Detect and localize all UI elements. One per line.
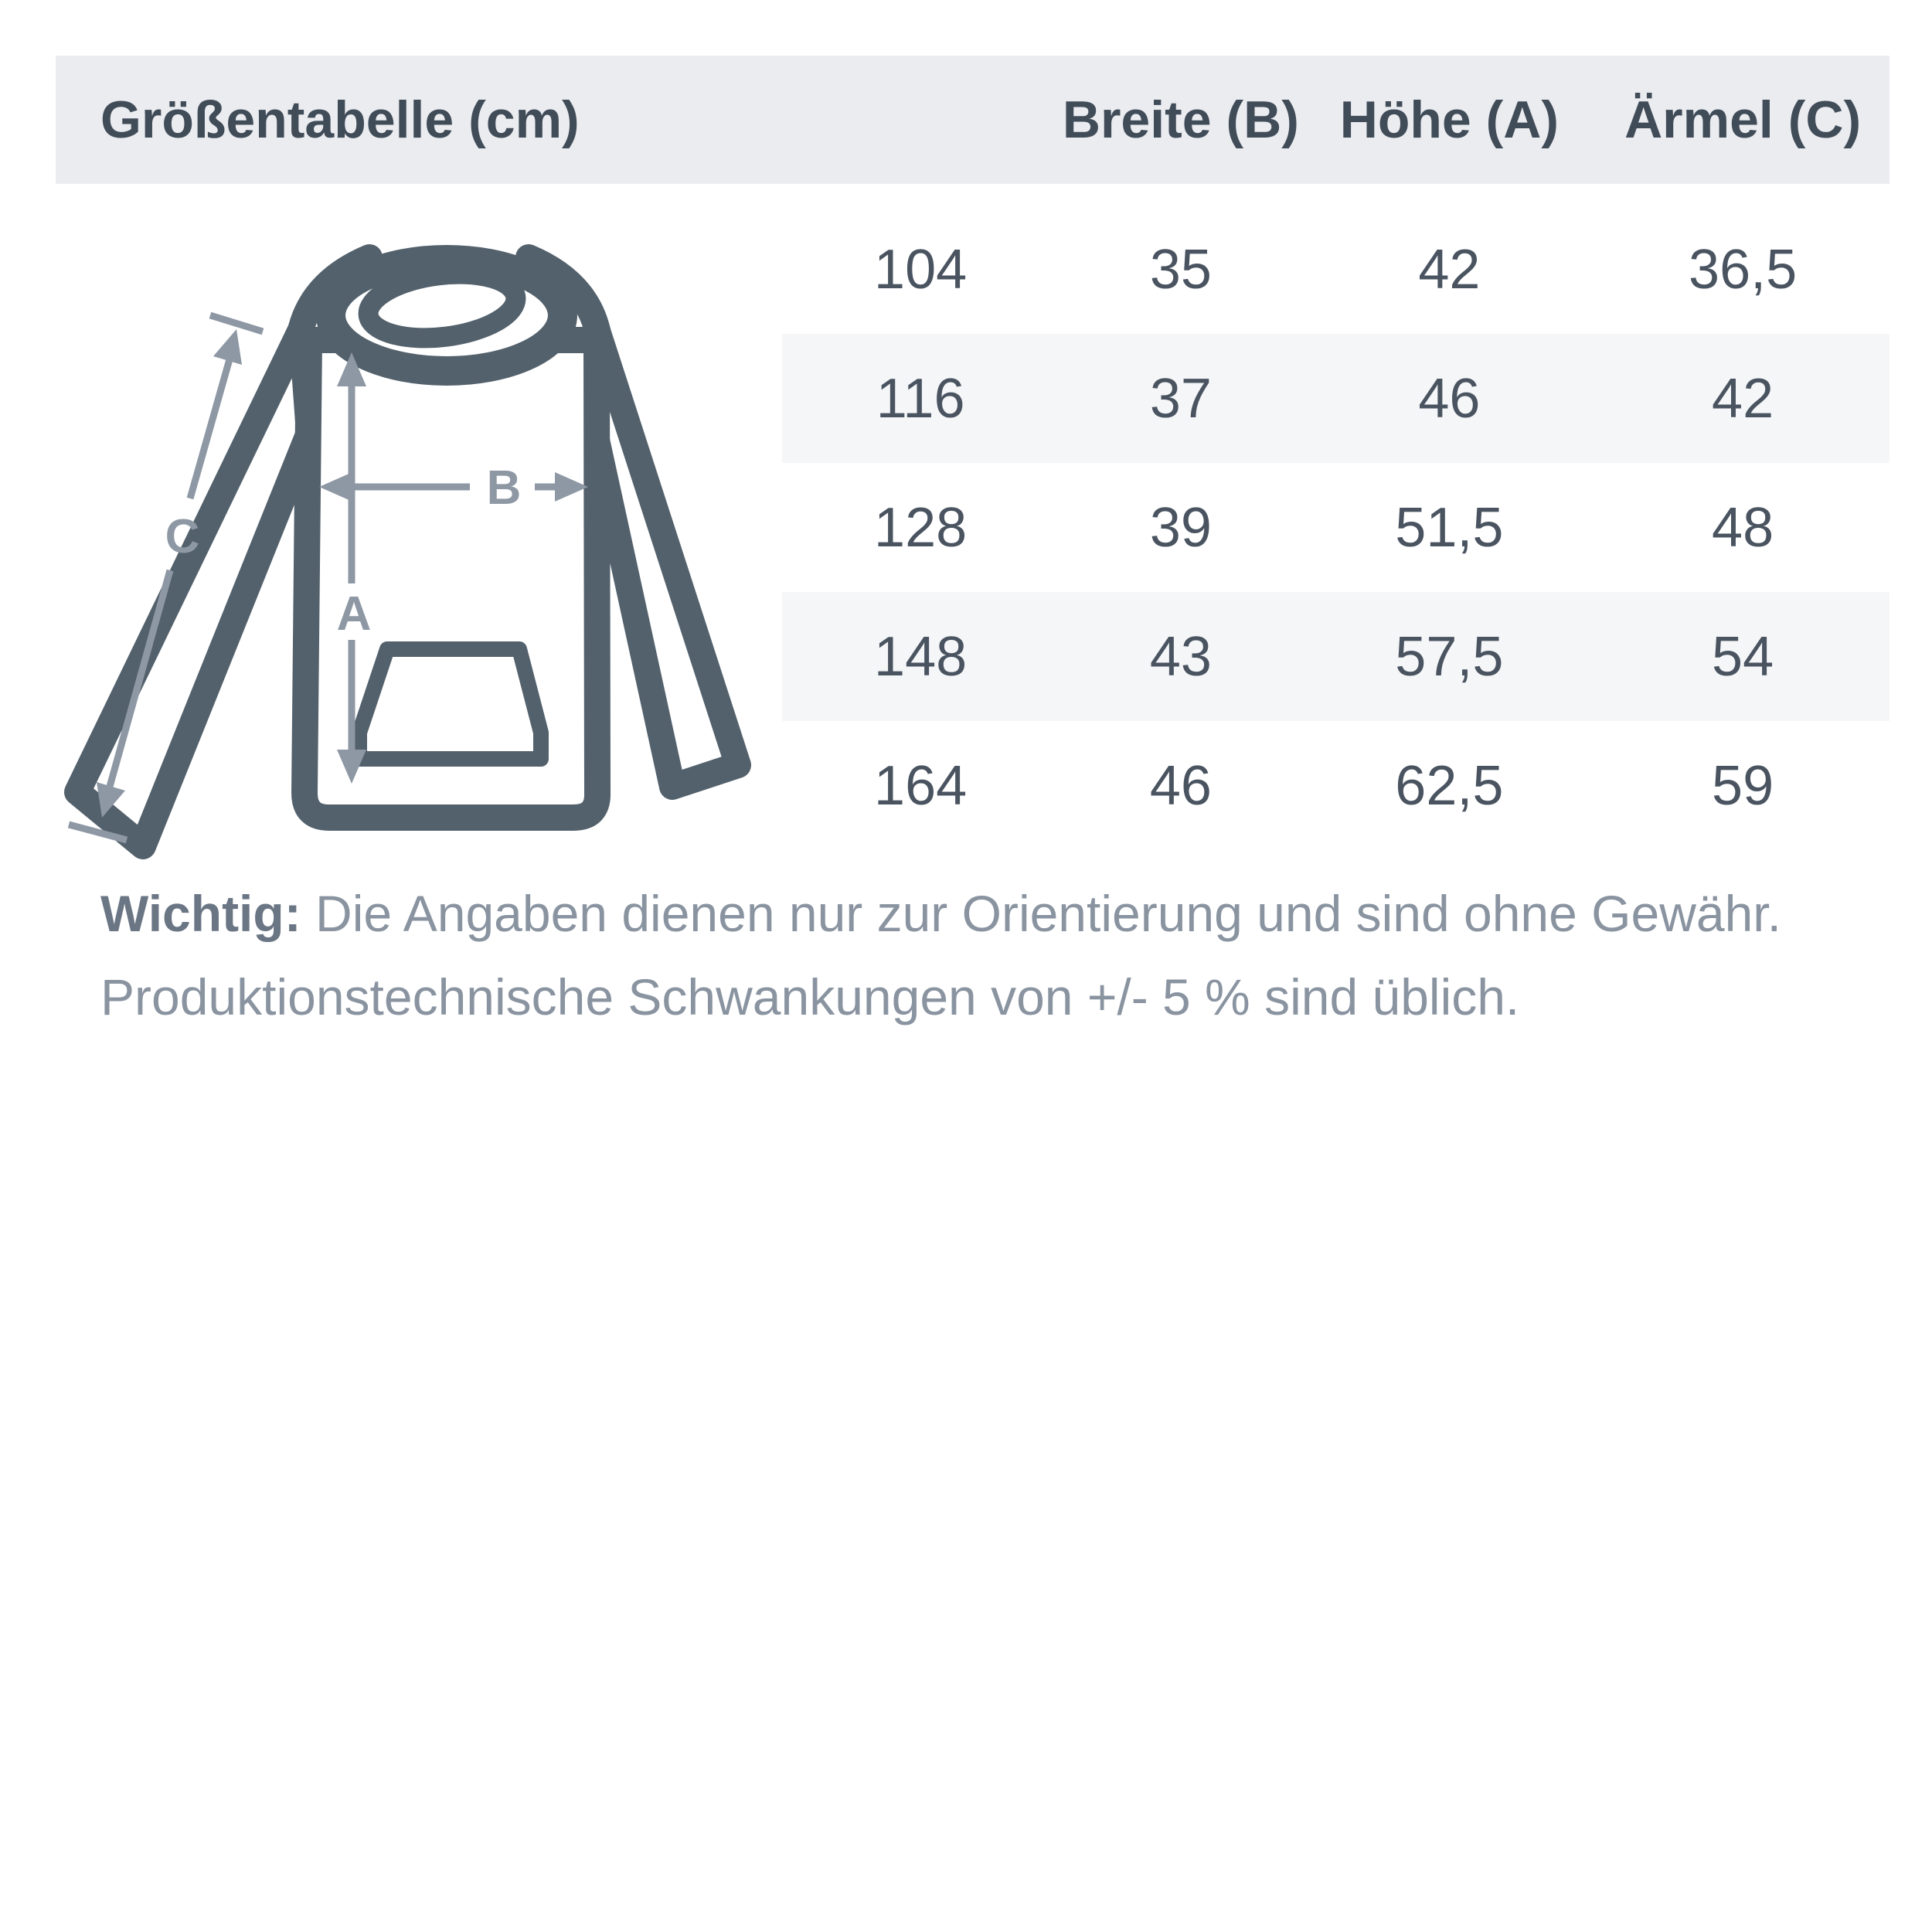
right-shoulder-seam [515,244,611,347]
page-title: Größentabelle (cm) [100,90,580,149]
hoehe-cell: 46 [1418,367,1481,430]
note-line-2: Produktionstechnische Schwankungen von +… [100,968,1520,1026]
hoehe-cell: 51,5 [1395,496,1504,559]
hood-collar-ring [358,264,526,349]
measure-arrow-c [67,311,264,844]
size-cell: 104 [874,238,968,301]
hoehe-cell: 57,5 [1395,625,1504,688]
header-spacer [782,56,1059,184]
size-cell: 148 [874,625,968,688]
size-cell: 128 [874,496,968,559]
hoehe-cell: 62,5 [1395,754,1504,817]
measure-label-b: B [487,461,522,515]
breite-cell: 46 [1149,754,1212,817]
note-line-1: Wichtig: Die Angaben dienen nur zur Orie… [100,872,1893,955]
pocket-outline [352,641,549,767]
breite-cell: 35 [1149,238,1212,301]
aermel-cell: 36,5 [1689,238,1798,301]
right-sleeve-outline [582,315,751,800]
left-shoulder-seam [287,244,383,347]
note-label: Wichtig: [100,885,301,942]
aermel-cell: 42 [1712,367,1774,430]
aermel-cell: 59 [1712,754,1774,817]
aermel-cell: 48 [1712,496,1774,559]
column-header-hoehe: Höhe (A) [1339,90,1560,149]
row-stripe [782,592,1889,721]
column-header-breite: Breite (B) [1062,90,1299,149]
row-stripe [782,334,1889,463]
size-cell: 164 [874,754,968,817]
table-row: 104 35 42 36,5 [56,205,1889,334]
table-row: 164 46 62,5 59 [56,721,1889,850]
size-cell: 116 [876,367,965,430]
table-row: 148 43 57,5 54 [56,592,1889,721]
measure-arrow-b [319,472,588,502]
table-row: 128 39 51,5 48 [56,463,1889,592]
hoehe-cell: 42 [1418,238,1481,301]
note-line-1-text: Die Angaben dienen nur zur Orientierung … [301,885,1781,942]
breite-cell: 43 [1149,625,1212,688]
aermel-cell: 54 [1712,625,1774,688]
table-row: 116 37 46 42 [56,334,1889,463]
measure-label-a: A [337,587,372,641]
hoodie-diagram: A B C [64,244,751,859]
breite-cell: 37 [1149,367,1212,430]
size-table-body: 104 35 42 36,5 116 37 46 42 128 39 51,5 … [56,205,1889,850]
column-header-aermel: Ärmel (C) [1624,90,1862,149]
disclaimer-note: Wichtig: Die Angaben dienen nur zur Orie… [100,872,1893,1039]
header-columns: Breite (B) Höhe (A) Ärmel (C) [782,56,1889,184]
measure-label-c: C [165,510,200,563]
breite-cell: 39 [1149,496,1212,559]
table-header: Größentabelle (cm) Breite (B) Höhe (A) Ä… [56,56,1889,184]
